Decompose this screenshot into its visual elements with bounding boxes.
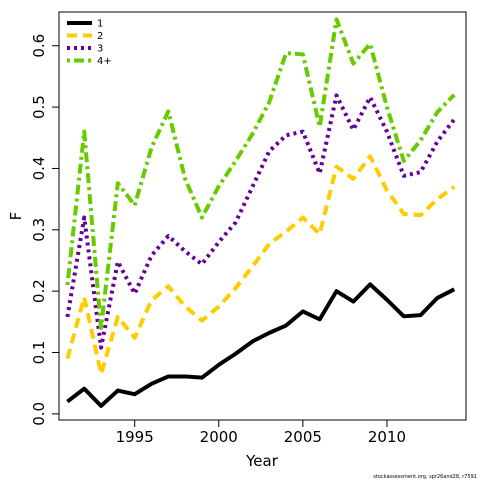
series-lines xyxy=(65,17,456,408)
legend-label: 4+ xyxy=(97,56,112,67)
footer-credit: stockassessment.org, spr26and28, r7591 xyxy=(373,474,477,480)
y-tick-label: 0.2 xyxy=(30,279,48,303)
legend: 12 34+ xyxy=(67,19,112,67)
y-axis-title: F xyxy=(7,212,25,221)
y-tick-label: 0.5 xyxy=(30,95,48,119)
x-tick-label: 2010 xyxy=(368,428,406,446)
x-tick-label: 2005 xyxy=(284,428,322,446)
x-tick-label: 1995 xyxy=(116,428,154,446)
series-line-1 xyxy=(66,282,456,408)
y-tick-label: 0.6 xyxy=(30,34,48,58)
legend-label: 1 xyxy=(97,19,103,30)
plot-frame xyxy=(58,11,467,421)
y-tick-label: 0.3 xyxy=(30,218,48,242)
y-axis: 0.0 0.1 0.2 0.3 0.4 0.5 0.6 xyxy=(30,34,60,426)
series-line-2 xyxy=(65,154,456,376)
x-axis: 1995 2000 2005 2010 xyxy=(67,419,455,446)
y-tick-label: 0.0 xyxy=(30,402,48,426)
series-line-4plus xyxy=(65,17,456,330)
legend-label: 2 xyxy=(97,31,103,42)
legend-label: 3 xyxy=(97,44,103,55)
y-tick-label: 0.1 xyxy=(30,341,48,365)
x-tick-label: 2000 xyxy=(200,428,238,446)
y-tick-label: 0.4 xyxy=(30,157,48,181)
x-axis-title: Year xyxy=(245,452,279,470)
